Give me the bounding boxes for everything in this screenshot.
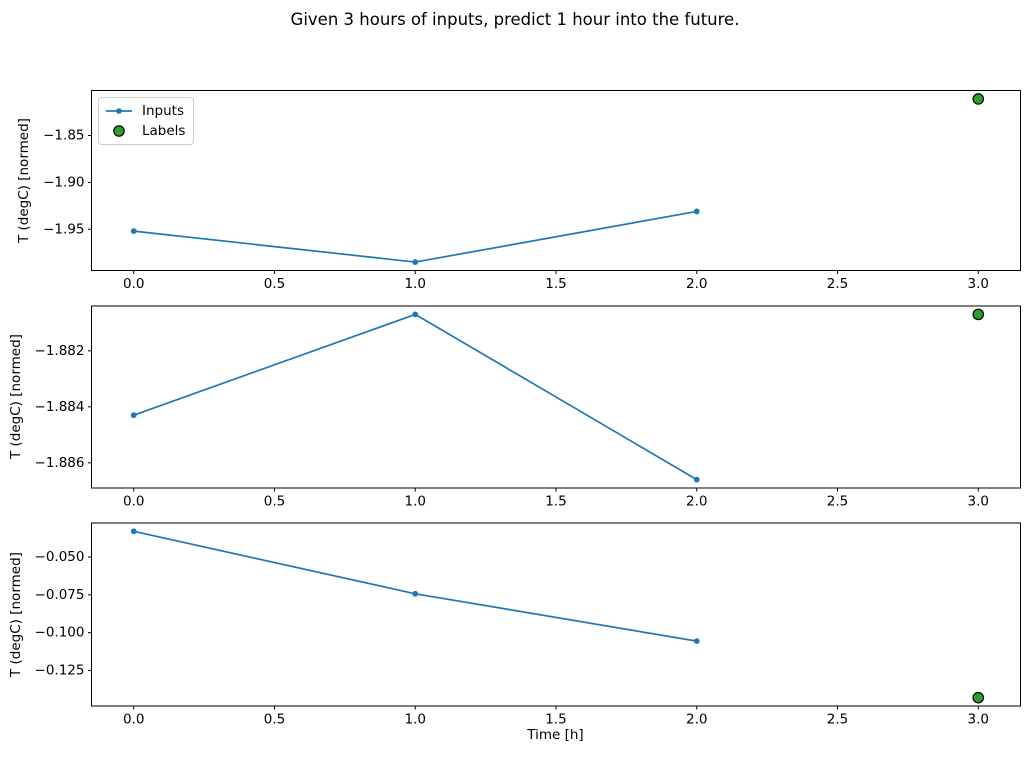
x-tick-label: 3.0: [968, 712, 989, 728]
legend-label-labels: Labels: [142, 123, 186, 139]
labels-point: [972, 308, 985, 321]
x-tick-label: 3.0: [968, 494, 989, 510]
x-tick-label: 1.0: [405, 494, 426, 510]
y-tick-label: −1.90: [43, 174, 84, 190]
x-tick-label: 1.0: [405, 712, 426, 728]
x-tick-label: 2.0: [686, 494, 707, 510]
y-tick-label: −0.125: [35, 662, 85, 678]
x-tick-label: 1.5: [545, 712, 566, 728]
inputs-point: [693, 208, 700, 215]
x-tick-label: 1.5: [545, 494, 566, 510]
y-tick-label: −1.882: [35, 343, 85, 359]
legend-label-inputs: Inputs: [142, 103, 184, 119]
inputs-point: [130, 412, 137, 419]
chart-title: Given 3 hours of inputs, predict 1 hour …: [290, 10, 740, 29]
x-tick-label: 2.5: [827, 712, 848, 728]
legend-item-labels: Labels: [105, 122, 185, 140]
inputs-point: [693, 476, 700, 483]
y-axis-label-subplot-1: T (degC) [normed]: [16, 118, 32, 243]
labels-point: [972, 93, 985, 105]
x-axis-label: Time [h]: [527, 727, 584, 743]
x-tick-label: 3.0: [968, 276, 989, 292]
inputs-point: [412, 311, 419, 318]
legend: Inputs Labels: [98, 97, 195, 145]
x-tick-label: 2.0: [686, 712, 707, 728]
labels-point: [972, 691, 985, 704]
y-axis-label-subplot-3: T (degC) [normed]: [8, 552, 24, 677]
subplot-3-border: [91, 522, 1021, 707]
x-tick-label: 0.0: [123, 712, 144, 728]
y-tick-label: −1.85: [43, 128, 84, 144]
inputs-point: [130, 228, 137, 235]
inputs-line-icon: [106, 108, 132, 114]
y-tick-label: −1.886: [35, 455, 85, 471]
inputs-line: [133, 530, 697, 642]
inputs-point: [693, 638, 700, 645]
y-tick-label: −0.075: [35, 587, 85, 603]
x-tick-label: 0.5: [264, 494, 285, 510]
x-tick-label: 2.5: [827, 494, 848, 510]
x-tick-label: 1.0: [405, 276, 426, 292]
x-tick-label: 0.0: [123, 276, 144, 292]
legend-item-inputs: Inputs: [105, 102, 185, 120]
y-axis-label-subplot-2: T (degC) [normed]: [8, 334, 24, 460]
x-tick-label: 0.5: [264, 712, 285, 728]
inputs-point: [412, 590, 419, 597]
x-tick-label: 0.0: [123, 494, 144, 510]
inputs-point: [412, 259, 419, 265]
x-tick-label: 1.5: [545, 276, 566, 292]
subplot-1-border: [91, 90, 1021, 271]
y-tick-label: −0.050: [35, 549, 85, 565]
x-tick-label: 2.0: [686, 276, 707, 292]
y-tick-label: −1.95: [43, 221, 84, 237]
labels-dot-icon: [113, 125, 125, 137]
inputs-point: [130, 528, 137, 535]
inputs-line: [133, 313, 698, 481]
x-tick-label: 0.5: [264, 276, 285, 292]
y-tick-label: −1.884: [35, 399, 85, 415]
inputs-line: [133, 210, 697, 263]
y-tick-label: −0.100: [35, 625, 85, 641]
x-tick-label: 2.5: [827, 276, 848, 292]
